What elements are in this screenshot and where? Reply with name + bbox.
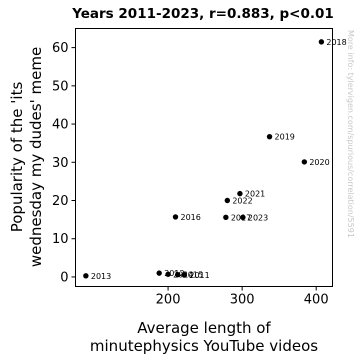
data-points: 2011201220132014201520162017201820192020…	[83, 38, 347, 281]
axis-ticks: 200 300 400 0 10 20 30 40 50 60	[52, 41, 329, 307]
y-tick-label: 60	[52, 41, 69, 56]
data-label-2012: 2012	[164, 269, 184, 278]
chart-title: Years 2011-2023, r=0.883, p<0.01	[71, 6, 334, 22]
data-point-2013	[83, 273, 89, 279]
data-point-2015	[175, 271, 181, 278]
y-axis-label: Popularity of the 'its wednesday my dude…	[8, 47, 45, 267]
data-point-2018	[318, 39, 325, 45]
data-label-2023: 2023	[248, 213, 268, 222]
x-axis-label-line-1: Average length of	[137, 319, 271, 337]
data-label-2013: 2013	[91, 272, 111, 281]
x-tick-label: 200	[156, 293, 181, 308]
data-label-2018: 2018	[326, 38, 346, 47]
y-tick-label: 10	[52, 232, 69, 247]
x-tick-label: 300	[230, 293, 255, 308]
data-point-2023	[240, 214, 246, 221]
data-label-2020: 2020	[309, 158, 329, 167]
data-point-2022	[224, 197, 231, 204]
data-point-2014	[165, 271, 171, 277]
x-tick-label: 400	[304, 293, 329, 308]
data-point-2021	[237, 190, 243, 197]
watermark-text: More info: tylervigen.com/spurious/corre…	[346, 30, 355, 238]
data-label-2011: 2011	[189, 271, 209, 280]
data-point-2016	[172, 214, 179, 220]
y-axis-label-line-2: wednesday my dudes' meme	[27, 47, 45, 267]
data-label-2015: 2015	[183, 271, 203, 280]
data-label-2021: 2021	[245, 190, 265, 199]
y-tick-label: 20	[52, 194, 69, 209]
x-axis-label-line-2: minutephysics YouTube videos	[90, 337, 318, 355]
data-point-2020	[301, 159, 308, 165]
y-tick-label: 40	[52, 118, 69, 133]
data-point-2012	[156, 270, 162, 276]
y-tick-label: 50	[52, 79, 69, 94]
y-axis-label-line-1: Popularity of the 'its	[8, 82, 26, 233]
data-label-2016: 2016	[180, 213, 200, 222]
data-point-2011	[181, 272, 188, 278]
y-tick-label: 0	[60, 270, 68, 285]
data-label-2019: 2019	[275, 133, 295, 142]
data-label-2014: 2014	[173, 270, 193, 279]
plot-frame	[75, 28, 333, 287]
data-point-2019	[266, 133, 273, 140]
data-label-2022: 2022	[232, 197, 252, 206]
data-point-2017	[223, 214, 229, 221]
y-tick-label: 30	[52, 156, 69, 171]
